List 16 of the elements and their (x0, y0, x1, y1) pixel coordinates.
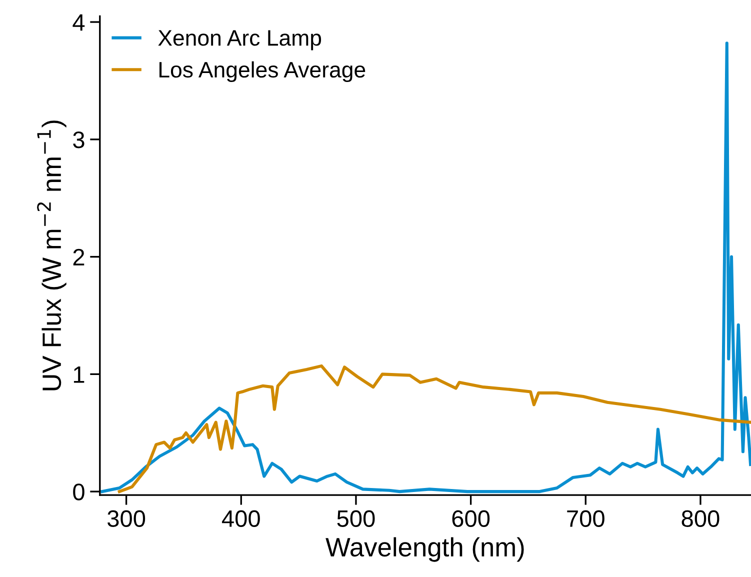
x-tick-label: 300 (108, 510, 146, 527)
x-tick-label: 400 (222, 510, 260, 527)
x-axis-title: Wavelength (nm) (326, 537, 524, 562)
y-tick-label: 3 (73, 131, 84, 148)
legend-label: Xenon Arc Lamp (158, 30, 322, 50)
legend-label: Los Angeles Average (159, 61, 366, 82)
line-series (118, 364, 751, 494)
y-tick-label: 1 (74, 366, 84, 383)
x-tick-label: 600 (452, 510, 490, 527)
y-tick-label: 0 (73, 484, 84, 500)
x-tick-label: 700 (567, 510, 604, 527)
x-tick-label: 800 (682, 510, 720, 527)
x-tick-label: 500 (337, 510, 375, 527)
y-tick-label: 4 (72, 14, 85, 31)
y-tick-label: 2 (73, 248, 84, 266)
y-axis-title: UV Flux (W m$^{−2}$ nm$^{−1}$) (37, 120, 66, 390)
